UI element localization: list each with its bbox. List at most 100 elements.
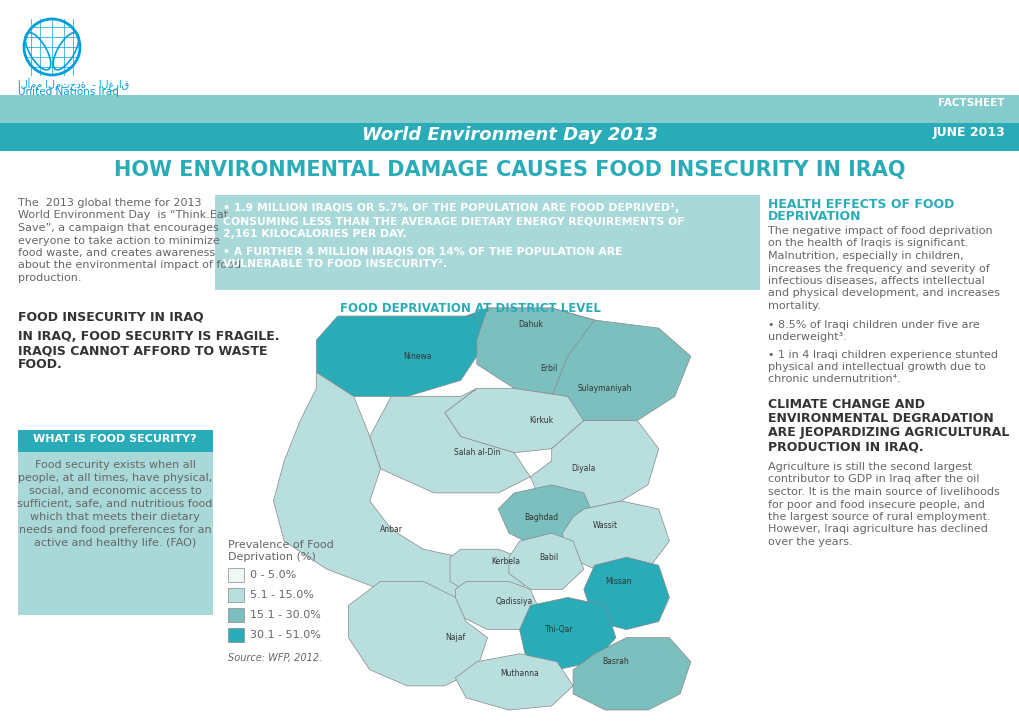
Text: chronic undernutrition⁴.: chronic undernutrition⁴. — [767, 374, 900, 384]
Text: infectious diseases, affects intellectual: infectious diseases, affects intellectua… — [767, 276, 983, 286]
Bar — [18, 430, 213, 452]
Text: Salah al-Din: Salah al-Din — [453, 448, 499, 457]
Text: which that meets their dietary: which that meets their dietary — [30, 512, 200, 522]
Bar — [0, 123, 1019, 151]
Text: IRAQIS CANNOT AFFORD TO WASTE: IRAQIS CANNOT AFFORD TO WASTE — [18, 344, 267, 357]
Bar — [0, 0, 1019, 95]
Text: on the health of Iraqis is significant.: on the health of Iraqis is significant. — [767, 239, 968, 249]
Bar — [228, 568, 244, 582]
Text: Basrah: Basrah — [602, 658, 629, 666]
Text: Kerbela: Kerbela — [491, 557, 521, 566]
Text: Anbar: Anbar — [379, 525, 403, 534]
Text: Muthanna: Muthanna — [499, 669, 538, 678]
Text: sufficient, safe, and nutritious food: sufficient, safe, and nutritious food — [17, 499, 213, 509]
Polygon shape — [444, 389, 583, 453]
Polygon shape — [466, 308, 594, 364]
Bar — [228, 588, 244, 602]
Text: CONSUMING LESS THAN THE AVERAGE DIETARY ENERGY REQUIREMENTS OF: CONSUMING LESS THAN THE AVERAGE DIETARY … — [223, 216, 684, 226]
Text: Wassit: Wassit — [592, 521, 618, 530]
Text: 5.1 - 15.0%: 5.1 - 15.0% — [250, 590, 314, 600]
Bar — [0, 95, 1019, 123]
Text: ENVIRONMENTAL DEGRADATION: ENVIRONMENTAL DEGRADATION — [767, 412, 993, 425]
Text: Missan: Missan — [604, 577, 631, 586]
Polygon shape — [476, 308, 621, 397]
Text: Baghdad: Baghdad — [524, 513, 557, 521]
Polygon shape — [316, 316, 487, 397]
Text: HEALTH EFFECTS OF FOOD: HEALTH EFFECTS OF FOOD — [767, 198, 954, 211]
Text: VULNERABLE TO FOOD INSECURITY².: VULNERABLE TO FOOD INSECURITY². — [223, 259, 446, 269]
Text: The  2013 global theme for 2013: The 2013 global theme for 2013 — [18, 198, 202, 208]
Text: CLIMATE CHANGE AND: CLIMATE CHANGE AND — [767, 398, 924, 411]
Text: • 8.5% of Iraqi children under five are: • 8.5% of Iraqi children under five are — [767, 320, 979, 330]
Bar — [215, 195, 759, 290]
Text: Najaf: Najaf — [445, 633, 465, 642]
Text: However, Iraqi agriculture has declined: However, Iraqi agriculture has declined — [767, 524, 987, 534]
Polygon shape — [519, 598, 615, 670]
Bar — [228, 628, 244, 642]
Text: FACTSHEET: FACTSHEET — [937, 98, 1004, 108]
Polygon shape — [454, 581, 540, 629]
Text: World Environment Day  is “Think.Eat.: World Environment Day is “Think.Eat. — [18, 211, 231, 221]
Polygon shape — [348, 581, 487, 686]
Text: FOOD.: FOOD. — [18, 358, 63, 371]
Text: social, and economic access to: social, and economic access to — [29, 486, 201, 496]
Polygon shape — [454, 654, 573, 710]
Text: Babil: Babil — [538, 553, 557, 562]
Text: over the years.: over the years. — [767, 537, 852, 547]
Polygon shape — [497, 485, 594, 549]
Text: people, at all times, have physical,: people, at all times, have physical, — [18, 473, 212, 483]
Text: United Nations Iraq: United Nations Iraq — [18, 87, 119, 97]
Text: physical and intellectual growth due to: physical and intellectual growth due to — [767, 362, 984, 372]
Text: Agriculture is still the second largest: Agriculture is still the second largest — [767, 462, 971, 472]
Text: PRODUCTION IN IRAQ.: PRODUCTION IN IRAQ. — [767, 440, 923, 453]
Polygon shape — [561, 501, 668, 573]
Text: increases the frequency and severity of: increases the frequency and severity of — [767, 263, 988, 273]
Polygon shape — [449, 549, 530, 598]
Text: Save”, a campaign that encourages: Save”, a campaign that encourages — [18, 223, 218, 233]
Bar — [228, 608, 244, 622]
Text: Qadissiya: Qadissiya — [495, 597, 532, 606]
Text: The negative impact of food deprivation: The negative impact of food deprivation — [767, 226, 991, 236]
Text: food waste, and creates awareness: food waste, and creates awareness — [18, 248, 215, 258]
Text: IN IRAQ, FOOD SECURITY IS FRAGILE.: IN IRAQ, FOOD SECURITY IS FRAGILE. — [18, 330, 279, 343]
Text: ARE JEOPARDIZING AGRICULTURAL: ARE JEOPARDIZING AGRICULTURAL — [767, 426, 1009, 439]
Text: 30.1 - 51.0%: 30.1 - 51.0% — [250, 630, 321, 640]
Text: WHAT IS FOOD SECURITY?: WHAT IS FOOD SECURITY? — [34, 434, 197, 444]
Text: DEPRIVATION: DEPRIVATION — [767, 210, 861, 223]
Text: sector. It is the main source of livelihoods: sector. It is the main source of livelih… — [767, 487, 999, 497]
Text: • 1 in 4 Iraqi children experience stunted: • 1 in 4 Iraqi children experience stunt… — [767, 350, 997, 360]
Text: FOOD DEPRIVATION AT DISTRICT LEVEL: FOOD DEPRIVATION AT DISTRICT LEVEL — [339, 302, 600, 315]
Text: Ninewa: Ninewa — [404, 352, 432, 360]
Text: Prevalence of Food: Prevalence of Food — [228, 540, 333, 550]
Text: • 1.9 MILLION IRAQIS OR 5.7% OF THE POPULATION ARE FOOD DEPRIVED¹,: • 1.9 MILLION IRAQIS OR 5.7% OF THE POPU… — [223, 203, 679, 213]
Polygon shape — [583, 557, 668, 629]
Text: World Environment Day 2013: World Environment Day 2013 — [362, 126, 657, 144]
Bar — [18, 430, 213, 615]
Text: Malnutrition, especially in children,: Malnutrition, especially in children, — [767, 251, 963, 261]
Text: • A FURTHER 4 MILLION IRAQIS OR 14% OF THE POPULATION ARE: • A FURTHER 4 MILLION IRAQIS OR 14% OF T… — [223, 246, 622, 256]
Polygon shape — [551, 320, 690, 420]
Text: underweight³.: underweight³. — [767, 332, 846, 342]
Text: 15.1 - 30.0%: 15.1 - 30.0% — [250, 610, 321, 620]
Text: Source: WFP, 2012.: Source: WFP, 2012. — [228, 653, 322, 663]
Text: JUNE 2013: JUNE 2013 — [931, 126, 1004, 139]
Text: the largest source of rural employment.: the largest source of rural employment. — [767, 512, 989, 522]
Text: Thi-Qar: Thi-Qar — [545, 625, 574, 634]
Text: Food security exists when all: Food security exists when all — [35, 460, 196, 470]
Text: active and healthy life. (FAO): active and healthy life. (FAO) — [34, 538, 196, 548]
Polygon shape — [530, 420, 658, 509]
Text: Diyala: Diyala — [571, 464, 595, 473]
Text: about the environmental impact of food: about the environmental impact of food — [18, 260, 240, 270]
Text: production.: production. — [18, 273, 82, 283]
Text: Deprivation (%): Deprivation (%) — [228, 552, 316, 562]
Polygon shape — [273, 372, 514, 614]
Polygon shape — [508, 533, 583, 589]
Polygon shape — [370, 389, 530, 493]
Text: Dahuk: Dahuk — [518, 319, 542, 329]
Text: FOOD INSECURITY IN IRAQ: FOOD INSECURITY IN IRAQ — [18, 310, 204, 323]
Text: Sulaymaniyah: Sulaymaniyah — [578, 384, 632, 393]
Text: 2,161 KILOCALORIES PER DAY.: 2,161 KILOCALORIES PER DAY. — [223, 229, 407, 239]
Text: الأمم المتحدة  - العراق: الأمم المتحدة - العراق — [18, 78, 129, 91]
Text: mortality.: mortality. — [767, 301, 820, 311]
Text: needs and food preferences for an: needs and food preferences for an — [18, 525, 211, 535]
